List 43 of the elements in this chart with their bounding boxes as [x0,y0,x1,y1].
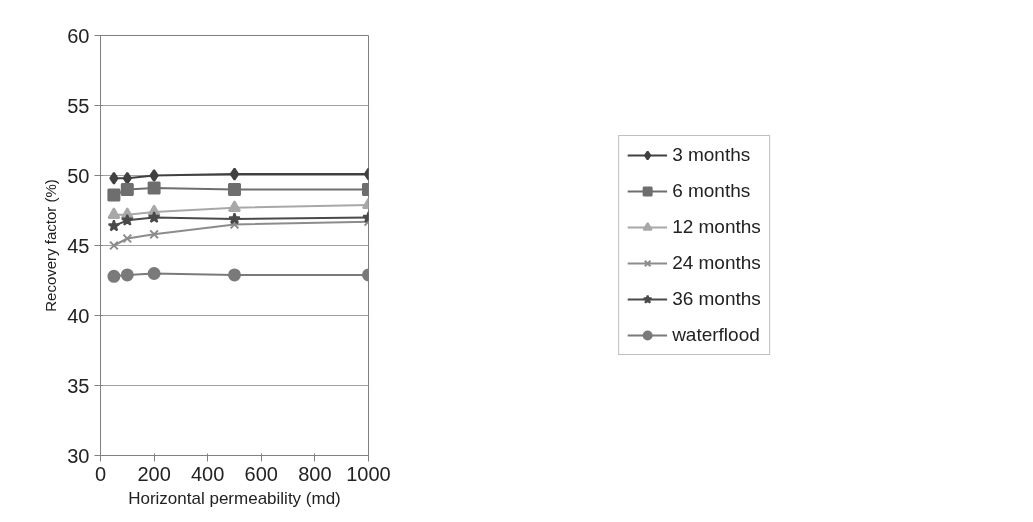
point [228,200,241,212]
point [147,181,161,195]
point [107,207,121,219]
point [107,269,121,283]
x-tick-label: 200 [137,462,171,485]
point [228,268,241,282]
point [121,213,134,226]
y-tick-label: 55 [67,94,90,117]
legend-label: 12 months [672,216,761,238]
legend-label: 6 months [672,180,751,202]
point [120,183,134,196]
x-tick-label: 600 [244,462,278,485]
point [109,240,119,251]
y-tick-label: 35 [67,374,90,397]
legend-label: 3 months [672,144,751,166]
point [107,188,121,202]
x-tick-label: 400 [191,462,225,485]
point [147,267,161,280]
point [107,219,121,232]
y-axis-title: Recovery factor (%) [42,179,60,312]
x-tick-label: 800 [298,462,332,485]
point [228,212,241,225]
point [149,169,159,182]
y-tick-label: 45 [67,234,90,257]
y-tick-label: 40 [67,304,90,327]
point [120,268,134,282]
point [109,171,119,185]
point [147,211,161,223]
x-tick-label: 0 [94,462,107,485]
y-tick-label: 60 [67,24,90,47]
x-axis-title: Horizontal permeability (md) [128,488,341,508]
point [229,167,240,181]
point [228,183,241,196]
legend-label: 36 months [672,288,761,310]
legend-label: waterflood [672,324,760,346]
y-tick-label: 30 [67,444,90,467]
point [149,229,159,240]
y-tick-label: 50 [67,164,90,187]
point [229,219,240,230]
legend-label: 24 months [672,252,761,274]
x-tick-label: 1000 [346,462,391,485]
point [122,171,132,185]
point [122,233,133,244]
